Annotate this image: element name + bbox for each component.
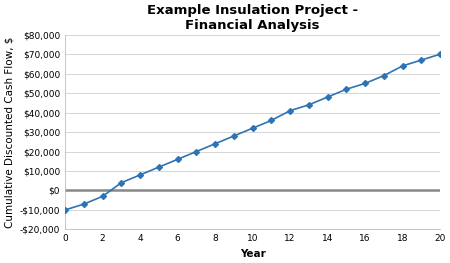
X-axis label: Year: Year xyxy=(240,249,266,259)
Title: Example Insulation Project -
Financial Analysis: Example Insulation Project - Financial A… xyxy=(147,4,358,32)
Y-axis label: Cumulative Discounted Cash Flow, $: Cumulative Discounted Cash Flow, $ xyxy=(4,36,14,228)
